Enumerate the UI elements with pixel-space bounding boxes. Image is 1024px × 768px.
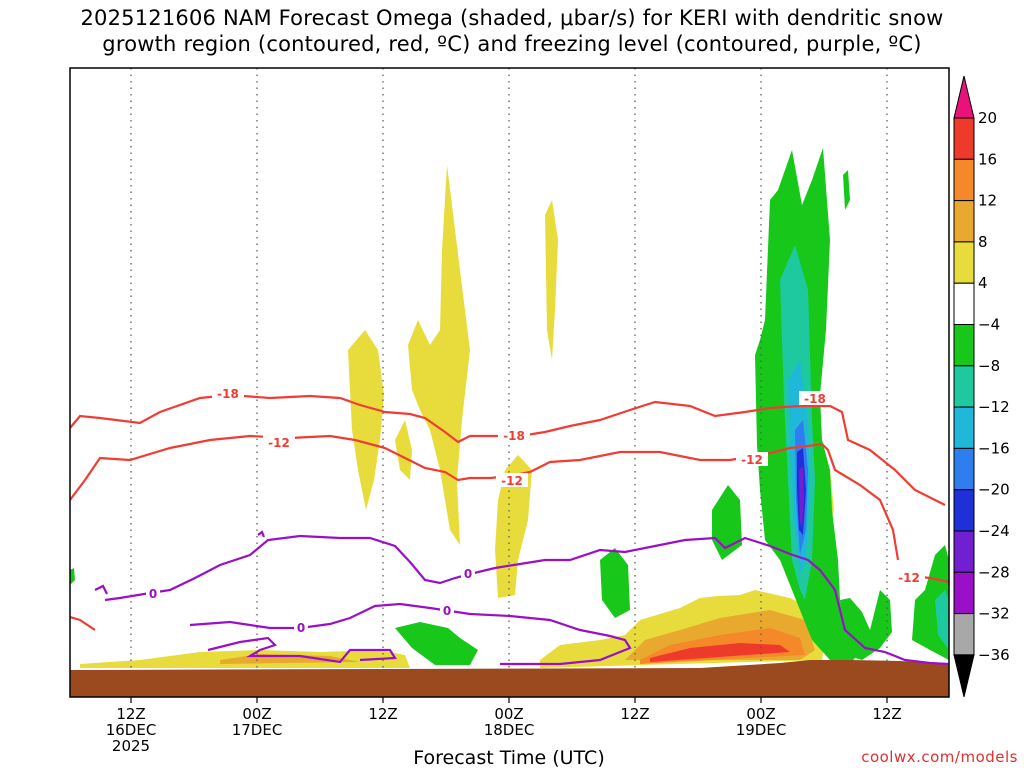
chart-title-line-1: 2025121606 NAM Forecast Omega (shaded, μ…	[80, 6, 944, 30]
x-tick-label: 2025	[112, 737, 150, 755]
colorbar-label: −16	[978, 439, 1010, 457]
colorbar-swatch	[953, 530, 975, 573]
colorbar: 20 16 12 8 4 −4 −8 −12 −16 −20 −24 −28 −32 −36	[953, 75, 1010, 698]
colorbar-bottom-arrow	[953, 654, 975, 698]
omega-shade-area	[799, 466, 804, 528]
terrain-ground	[70, 660, 949, 697]
x-tick-label: 00Z	[242, 705, 271, 723]
colorbar-swatch	[953, 447, 975, 491]
colorbar-label: −28	[978, 563, 1010, 581]
colorbar-label: −20	[978, 481, 1010, 499]
contour-zero	[94, 584, 108, 595]
gridlines	[130, 68, 888, 697]
omega-shade-area	[840, 590, 892, 660]
colorbar-label: −24	[978, 522, 1010, 540]
contour-label-minus12: -12	[268, 436, 290, 450]
omega-shade-area	[495, 455, 532, 598]
colorbar-label: −12	[978, 398, 1010, 416]
contour-zero	[207, 636, 397, 664]
x-tick-label: 12Z	[620, 705, 649, 723]
x-tick-label: 12Z	[116, 705, 145, 723]
contour-label-minus18: -18	[217, 387, 239, 401]
colorbar-swatch	[953, 489, 975, 532]
chart-title-line-2: growth region (contoured, red, ºC) and f…	[102, 32, 922, 56]
colorbar-swatch	[953, 613, 975, 656]
contour-label-minus12: -12	[898, 571, 920, 585]
contour-label-minus12: -12	[741, 453, 763, 467]
x-tick-label: 00Z	[746, 705, 775, 723]
colorbar-swatch	[953, 200, 975, 243]
colorbar-label: 4	[978, 274, 988, 292]
contour-label-zero: 0	[149, 587, 157, 601]
contour-label-zero: 0	[443, 604, 451, 618]
colorbar-swatch	[953, 324, 975, 367]
contour-label-minus18: -18	[503, 429, 525, 443]
colorbar-label: −4	[978, 316, 1000, 334]
colorbar-label: −8	[978, 357, 1000, 375]
colorbar-swatch	[953, 117, 975, 160]
contour-label-minus18: -18	[804, 392, 826, 406]
colorbar-swatch	[953, 158, 975, 202]
omega-shade-area	[650, 643, 790, 662]
omega-shade-area	[843, 170, 850, 210]
colorbar-label: −36	[978, 646, 1010, 664]
contour-label-zero: 0	[464, 567, 472, 581]
colorbar-label: 8	[978, 233, 988, 251]
colorbar-swatch	[953, 282, 975, 326]
x-tick-label: 16DEC	[106, 721, 157, 739]
contour-label-minus12: -12	[501, 474, 523, 488]
omega-shade-area	[395, 622, 478, 665]
x-tick-label: 12Z	[872, 705, 901, 723]
x-axis-title: Forecast Time (UTC)	[413, 747, 604, 768]
omega-shade-area	[395, 420, 412, 480]
contour-zero	[257, 530, 266, 538]
contour-label-zero: 0	[297, 621, 305, 635]
x-tick-label: 17DEC	[232, 721, 283, 739]
omega-shade-area	[545, 200, 558, 360]
omega-shade-area	[600, 548, 630, 618]
colorbar-label: −32	[978, 605, 1010, 623]
colorbar-swatch	[953, 365, 975, 408]
contour-minus12	[70, 615, 96, 631]
colorbar-label: 20	[978, 109, 997, 127]
x-tick-label: 00Z	[494, 705, 523, 723]
colorbar-label: 16	[978, 150, 997, 168]
colorbar-swatch	[953, 571, 975, 615]
x-tick-label: 18DEC	[484, 721, 535, 739]
omega-shade-area	[712, 485, 742, 560]
contour-zero	[104, 534, 949, 666]
omega-shade-area	[935, 590, 949, 650]
colorbar-swatch	[953, 406, 975, 449]
omega-shade-area	[70, 568, 75, 585]
colorbar-top-arrow	[953, 75, 975, 119]
omega-shade-area	[348, 330, 384, 510]
credit-link[interactable]: coolwx.com/models	[861, 748, 1018, 766]
contour-label-group: -18 -18 -18 -12 -12 -12 -12 0 0 0 0	[146, 386, 925, 635]
colorbar-swatch	[953, 241, 975, 284]
omega-shading	[70, 148, 949, 668]
colorbar-label: 12	[978, 192, 997, 210]
x-tick-label: 19DEC	[736, 721, 787, 739]
omega-shade-area	[408, 165, 470, 545]
x-tick-label: 12Z	[368, 705, 397, 723]
